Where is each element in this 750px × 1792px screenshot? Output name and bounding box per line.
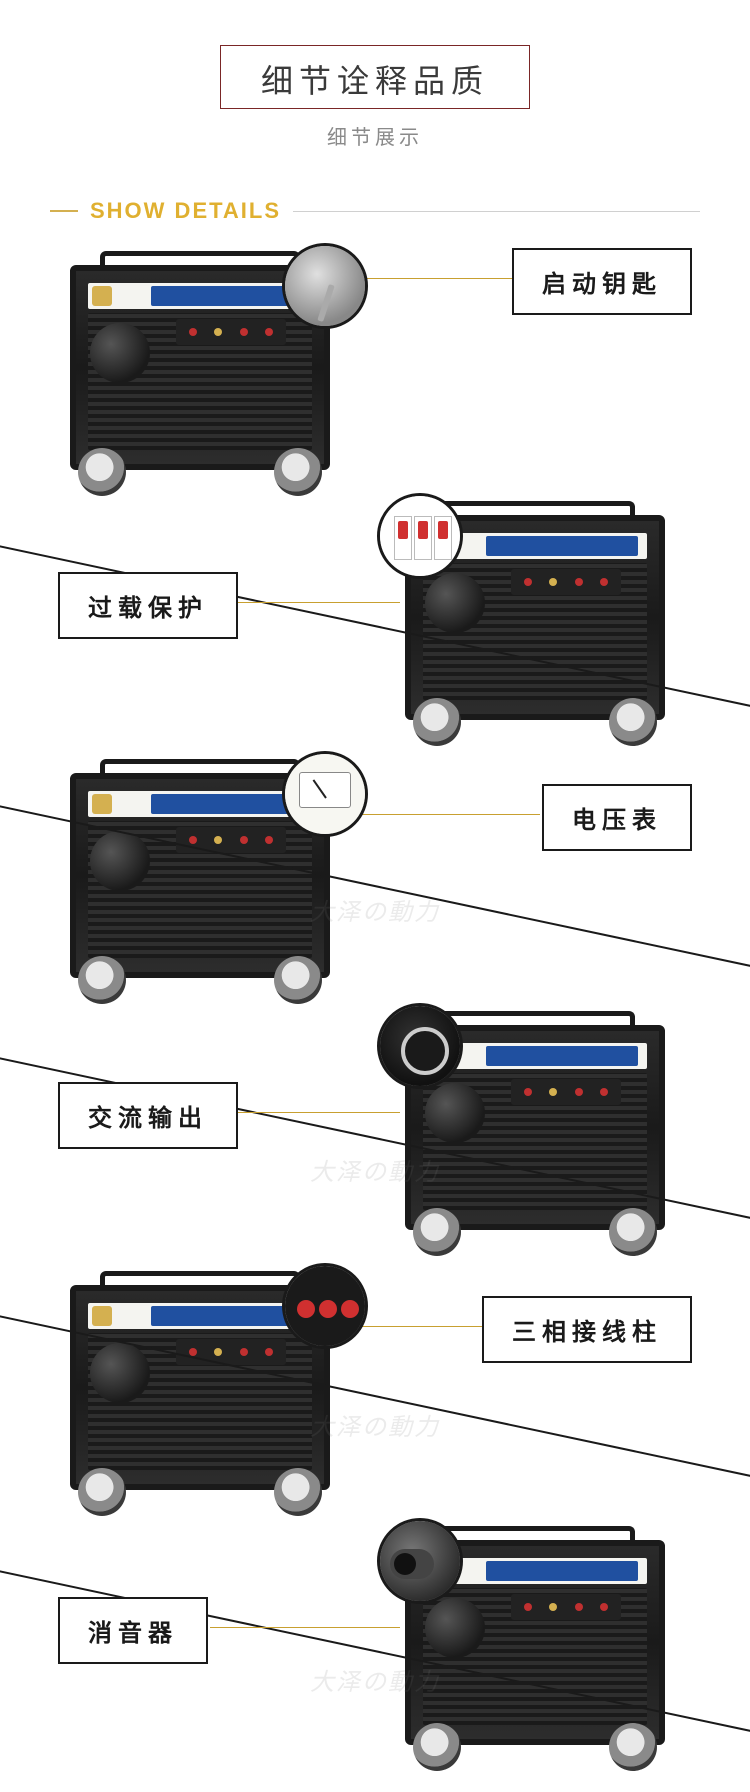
product-image	[395, 1007, 685, 1237]
divider-line	[293, 211, 700, 212]
feature-row: 消音器	[0, 1507, 750, 1767]
detail-callout-icon	[377, 1518, 463, 1604]
detail-callout-icon	[282, 243, 368, 329]
feature-label: 过载保护	[58, 572, 238, 639]
feature-label: 交流输出	[58, 1082, 238, 1149]
product-image	[395, 497, 685, 727]
feature-row: 启动钥匙	[0, 232, 750, 492]
product-image	[395, 1522, 685, 1752]
header-section: 细节诠释品质 细节展示	[0, 0, 750, 170]
detail-callout-icon	[282, 751, 368, 837]
title-main: 细节诠释品质	[261, 56, 489, 102]
feature-label: 三相接线柱	[482, 1296, 692, 1363]
title-box: 细节诠释品质	[220, 45, 530, 109]
feature-row: 交流输出	[0, 992, 750, 1252]
feature-label: 电压表	[542, 784, 692, 851]
lead-line	[350, 814, 540, 815]
feature-label: 启动钥匙	[512, 248, 692, 315]
title-sub: 细节展示	[0, 121, 750, 150]
feature-label: 消音器	[58, 1597, 208, 1664]
product-image	[60, 247, 350, 477]
lead-line	[210, 1627, 400, 1628]
accent-line	[50, 210, 78, 212]
detail-callout-icon	[377, 1003, 463, 1089]
feature-row: 三相接线柱	[0, 1252, 750, 1512]
feature-row: 电压表	[0, 740, 750, 1000]
lead-line	[210, 602, 400, 603]
lead-line	[210, 1112, 400, 1113]
show-details-row: SHOW DETAILS	[0, 170, 750, 232]
detail-callout-icon	[282, 1263, 368, 1349]
feature-row: 过载保护	[0, 482, 750, 742]
details-container: 启动钥匙 过载保护	[0, 232, 750, 1792]
detail-callout-icon	[377, 493, 463, 579]
show-details-label: SHOW DETAILS	[90, 198, 281, 224]
